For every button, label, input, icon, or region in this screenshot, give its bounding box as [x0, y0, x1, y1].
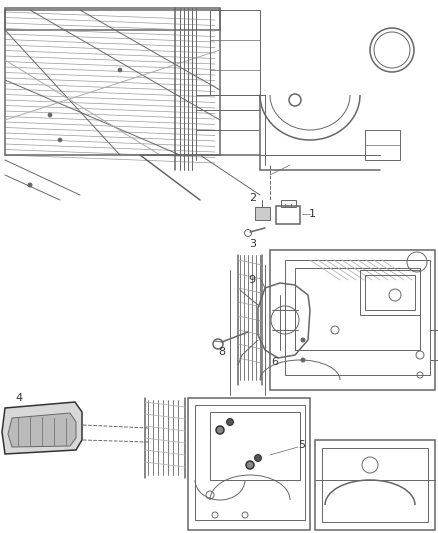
Circle shape	[301, 358, 305, 362]
Text: 9: 9	[248, 275, 255, 285]
Circle shape	[216, 426, 224, 434]
Text: 3: 3	[250, 239, 257, 249]
Circle shape	[58, 138, 62, 142]
Circle shape	[118, 68, 122, 72]
Polygon shape	[255, 207, 270, 220]
Polygon shape	[8, 413, 76, 447]
Text: 5: 5	[299, 440, 305, 450]
Text: 8: 8	[219, 347, 226, 357]
Text: 1: 1	[308, 209, 315, 219]
Text: 4: 4	[15, 393, 22, 403]
Circle shape	[48, 113, 52, 117]
Circle shape	[28, 183, 32, 187]
Circle shape	[254, 455, 261, 462]
Text: 2: 2	[249, 193, 257, 203]
Text: 6: 6	[272, 357, 279, 367]
Circle shape	[226, 418, 233, 425]
Circle shape	[246, 461, 254, 469]
Polygon shape	[2, 402, 82, 454]
Circle shape	[301, 338, 305, 342]
